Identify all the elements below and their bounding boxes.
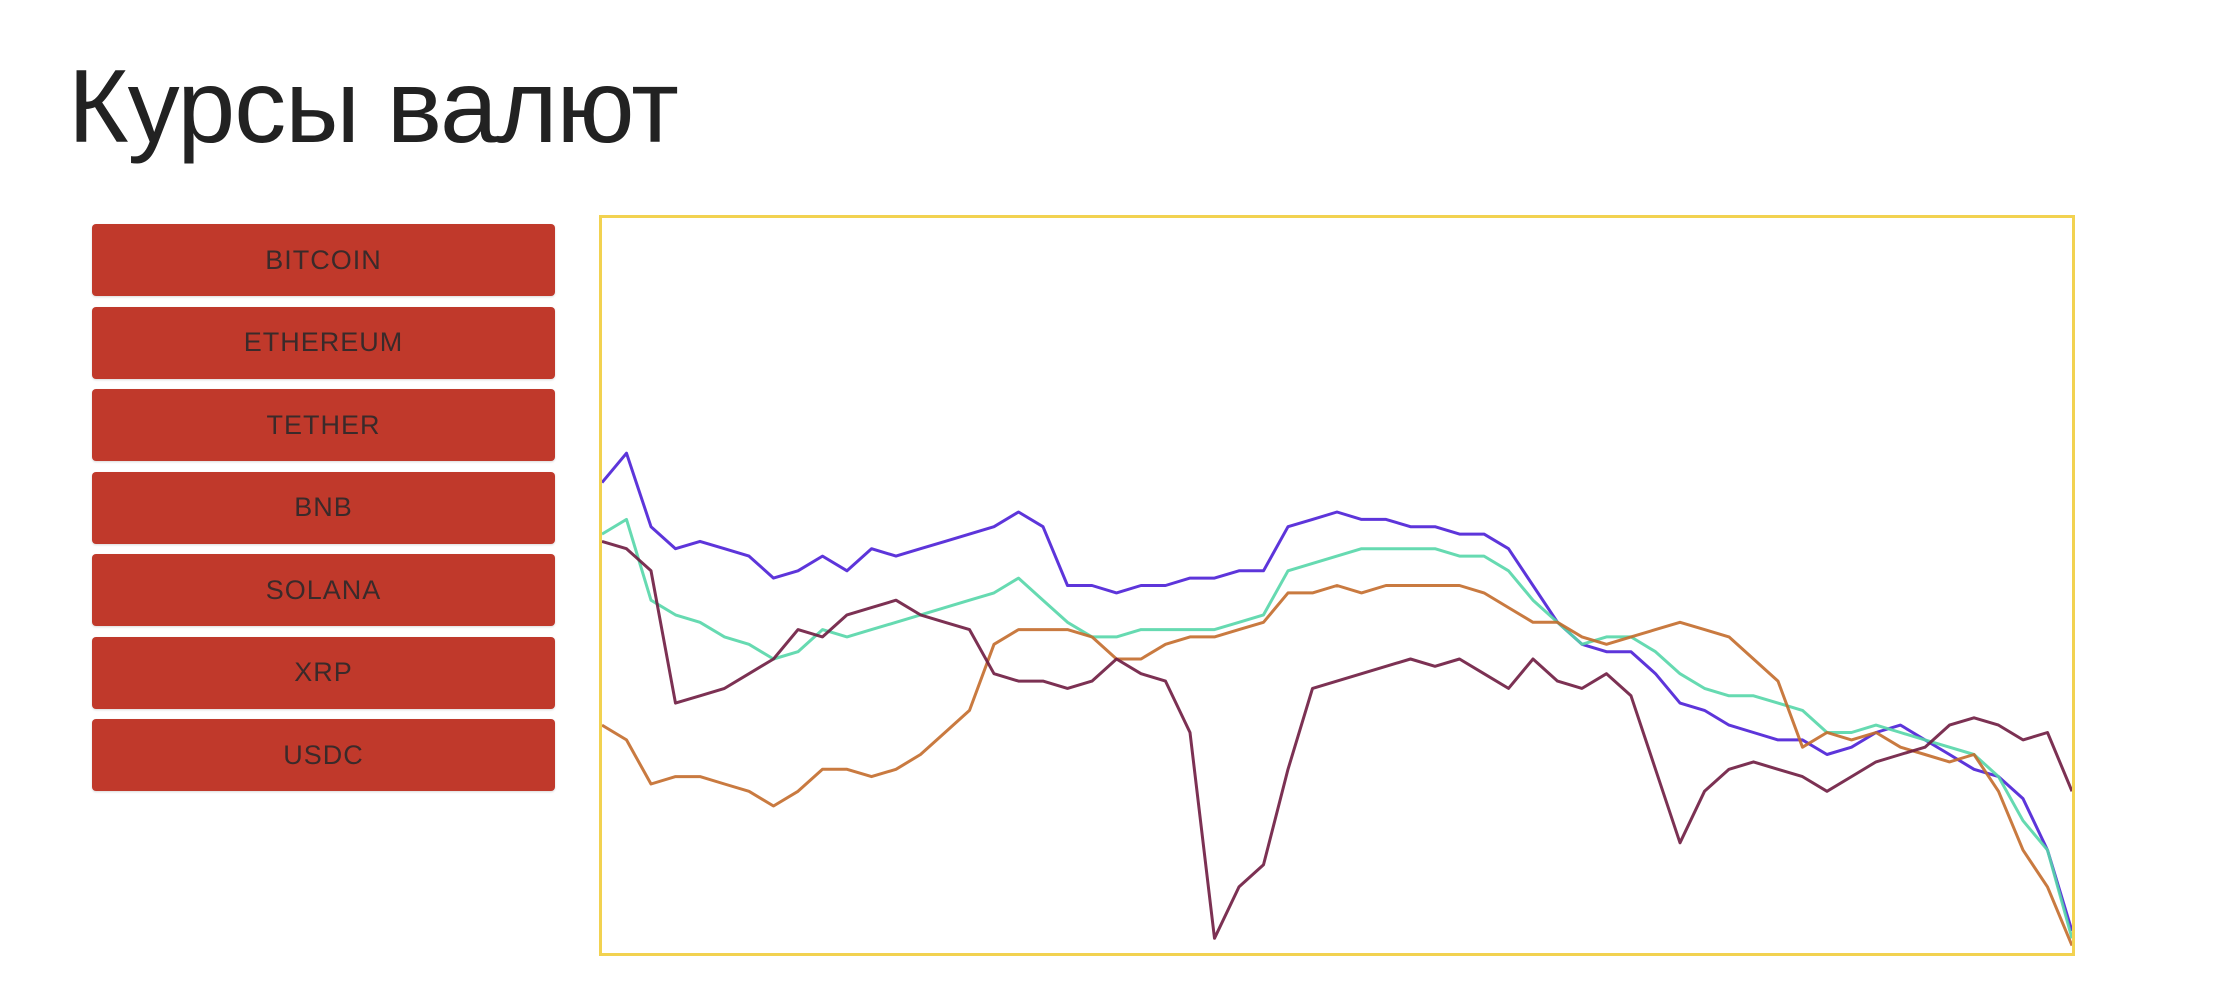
bitcoin-button[interactable]: BITCOIN <box>92 224 555 296</box>
usdc-button[interactable]: USDC <box>92 719 555 791</box>
price-chart-plot <box>602 451 2072 947</box>
series-line-2 <box>602 517 2072 939</box>
xrp-button[interactable]: XRP <box>92 636 555 709</box>
ethereum-button[interactable]: ETHEREUM <box>92 306 555 379</box>
bnb-button[interactable]: BNB <box>92 471 555 544</box>
currency-button-list: BITCOIN ETHEREUM TETHER BNB SOLANA XRP U… <box>92 224 555 802</box>
series-line-3 <box>602 584 2072 947</box>
series-line-4 <box>602 539 2072 940</box>
tether-button[interactable]: TETHER <box>92 389 555 461</box>
series-line-1 <box>602 451 2072 932</box>
page-title: Курсы валют <box>68 49 679 165</box>
price-chart <box>599 215 2075 956</box>
solana-button[interactable]: SOLANA <box>92 554 555 626</box>
